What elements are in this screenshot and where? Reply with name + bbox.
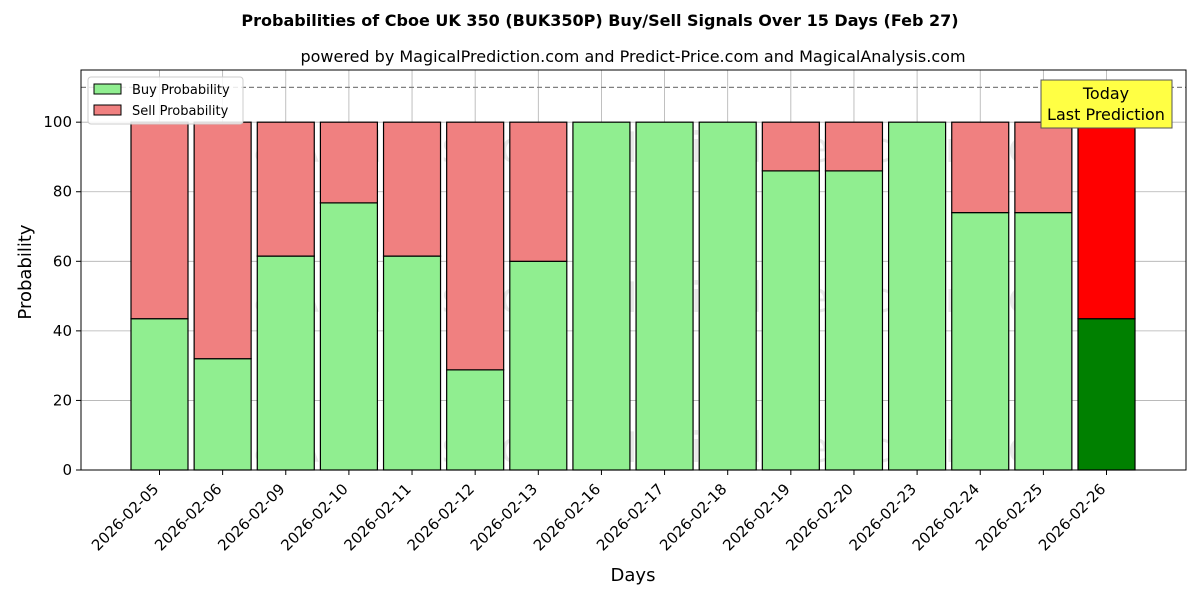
x-tick-label: 2026-02-13 [467,480,541,554]
sell-bar [130,121,189,320]
annotation-box [1040,79,1173,129]
x-tick-label: 2026-02-16 [530,480,604,554]
buy-bar [382,255,442,471]
buy-bar [319,202,378,471]
buy-bar [446,369,505,471]
y-tick-label: 20 [53,391,72,409]
chart-subtitle: powered by MagicalPrediction.com and Pre… [300,47,965,66]
sell-bar [761,121,820,172]
y-tick-label: 100 [43,113,72,131]
y-axis-label: Probability [15,224,36,319]
bars [130,121,1136,471]
annotation-text: Last Prediction [1047,105,1165,124]
buy-bar [761,170,820,471]
y-tick-label: 0 [62,461,72,479]
sell-bar [319,121,378,204]
x-tick-label: 2026-02-25 [972,480,1046,554]
sell-bar [1077,121,1136,320]
legend-label: Sell Probability [132,104,229,119]
sell-bar [509,121,568,262]
y-tick-label: 60 [53,252,72,270]
today-annotation: Today Last Prediction [1040,79,1173,129]
x-tick-label: 2026-02-17 [593,480,667,554]
x-tick-label: 2026-02-23 [846,480,920,554]
plot-frame [80,69,1187,471]
buy-bar [1077,318,1136,471]
buy-bar [193,358,252,471]
legend-swatch [93,83,122,95]
x-tick-label: 2026-02-11 [340,480,414,554]
buy-bar [572,121,631,471]
sell-bar [382,121,442,257]
chart-title: Probabilities of Cboe UK 350 (BUK350P) B… [241,11,958,30]
x-tick-label: 2026-02-10 [277,480,351,554]
x-tick-label: 2026-02-20 [782,480,856,554]
buy-bar [509,260,568,471]
x-tick-label: 2026-02-19 [719,480,793,554]
buy-bar [887,121,947,471]
sell-bar [193,121,252,360]
buy-bar [256,255,315,471]
x-axis: 2026-02-052026-02-062026-02-092026-02-10… [88,470,1109,554]
sell-bar [446,121,505,371]
x-tick-label: 2026-02-12 [404,480,478,554]
sell-bar [1014,121,1073,214]
x-tick-label: 2026-02-26 [1035,480,1109,554]
legend-label: Buy Probability [132,83,230,98]
y-tick-label: 40 [53,322,72,340]
x-axis-label: Days [611,565,656,586]
buy-bar [635,121,694,471]
buy-bar [698,121,757,471]
buy-bar [824,170,884,471]
x-tick-label: 2026-02-24 [909,480,983,554]
legend-box [87,76,244,125]
y-tick-label: 80 [53,183,72,201]
buy-bar [130,318,189,471]
legend[interactable]: Buy Probability Sell Probability [87,76,244,125]
x-tick-label: 2026-02-18 [656,480,730,554]
buy-bar [1014,212,1073,471]
buy-bar [951,212,1010,471]
x-tick-label: 2026-02-06 [151,480,225,554]
legend-swatch [93,104,122,116]
sell-bar [951,121,1010,214]
x-tick-label: 2026-02-05 [88,480,162,554]
sell-bar [256,121,315,257]
sell-bar [824,121,884,172]
x-tick-label: 2026-02-09 [214,480,288,554]
y-axis: 0 20 40 60 80 100 [43,113,81,479]
annotation-text: Today [1082,84,1129,103]
